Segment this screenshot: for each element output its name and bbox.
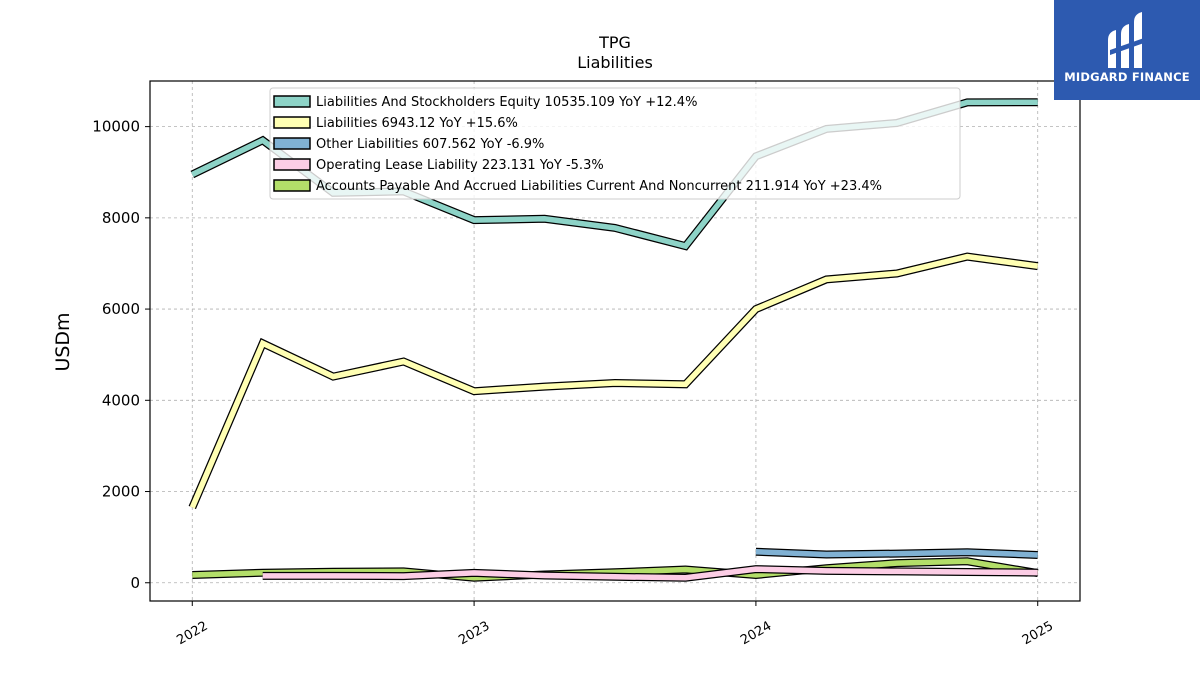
legend-swatch — [273, 179, 311, 192]
legend-box — [269, 87, 961, 200]
y-tick-label: 6000 — [102, 300, 140, 318]
series-line-fill — [189, 253, 1039, 509]
plot-frame — [149, 80, 1081, 602]
x-tick-label: 2022 — [174, 619, 210, 649]
legend-swatch — [273, 116, 311, 129]
midgard-logo-icon — [1108, 12, 1144, 68]
legend-swatch — [273, 158, 311, 171]
series-line — [262, 565, 1038, 582]
series-group — [188, 98, 1039, 582]
y-tick-label: 4000 — [102, 391, 140, 409]
x-tick-label: 2023 — [456, 619, 492, 649]
legend: Liabilities And Stockholders Equity 1053… — [269, 87, 961, 200]
legend-entry: Liabilities And Stockholders Equity 1053… — [316, 95, 697, 110]
series-line-fill — [262, 566, 1038, 581]
series-line-fill — [192, 558, 1039, 581]
legend-entry: Operating Lease Liability 223.131 YoY -5… — [316, 158, 604, 173]
chart-subtitle: Liabilities — [577, 53, 653, 72]
brand-logo: MIDGARD FINANCE — [1054, 0, 1200, 100]
x-tick-label: 2024 — [738, 619, 774, 649]
brand-name: MIDGARD FINANCE — [1064, 70, 1190, 84]
legend-swatch — [273, 137, 311, 150]
x-tick-label: 2025 — [1020, 619, 1056, 649]
y-tick-label: 10000 — [92, 118, 140, 136]
series-line — [192, 557, 1039, 582]
chart-title: TPG — [598, 33, 631, 52]
legend-entry: Liabilities 6943.12 YoY +15.6% — [316, 116, 518, 131]
y-axis-label: USDm — [52, 312, 74, 371]
series-line — [188, 252, 1039, 510]
series-line-fill — [755, 548, 1038, 558]
legend-entry: Other Liabilities 607.562 YoY -6.9% — [316, 137, 544, 152]
legend-swatch — [273, 95, 311, 108]
y-tick-label: 0 — [130, 574, 140, 592]
y-tick-label: 2000 — [102, 483, 140, 501]
legend-entry: Accounts Payable And Accrued Liabilities… — [316, 179, 882, 194]
series-line — [755, 547, 1038, 559]
y-tick-label: 8000 — [102, 209, 140, 227]
